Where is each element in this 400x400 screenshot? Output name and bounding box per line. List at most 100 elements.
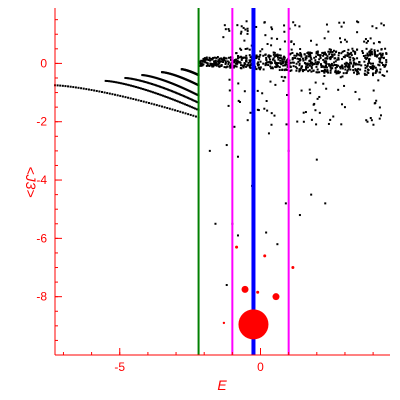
cloud-point: [336, 58, 339, 61]
branch-point: [111, 93, 114, 96]
cloud-point: [368, 61, 371, 64]
cloud-point: [283, 55, 286, 58]
cloud-point: [222, 61, 225, 64]
cloud-point: [233, 61, 236, 64]
cloud-point: [333, 57, 336, 60]
branch-point: [162, 94, 165, 97]
cloud-point: [232, 66, 235, 69]
cloud-point: [239, 32, 242, 35]
cloud-point: [314, 109, 317, 112]
cloud-point: [278, 69, 281, 72]
scatter-point: [267, 132, 270, 135]
cloud-point: [200, 62, 203, 65]
cloud-point: [350, 51, 353, 54]
cloud-point: [314, 55, 317, 58]
cloud-point: [242, 66, 245, 69]
branch-point: [139, 79, 142, 82]
cloud-point: [368, 53, 371, 56]
branch-point: [69, 85, 72, 88]
cloud-point: [326, 69, 329, 72]
cloud-point: [337, 64, 340, 67]
cloud-point: [220, 64, 223, 67]
branch-point: [135, 86, 138, 89]
cloud-point: [250, 62, 253, 65]
cloud-point: [256, 62, 259, 65]
branch-point: [85, 88, 88, 91]
branch-point: [123, 82, 126, 85]
branch-point: [162, 87, 165, 90]
cloud-point: [325, 60, 328, 63]
cloud-point: [273, 114, 276, 117]
branch-point: [185, 88, 188, 91]
branch-point: [182, 87, 185, 90]
cloud-point: [228, 56, 231, 59]
scatter-point: [225, 284, 228, 287]
red-point: [238, 309, 269, 340]
cloud-point: [201, 64, 204, 67]
cloud-point: [262, 54, 265, 57]
cloud-point: [381, 74, 384, 77]
cloud-point: [372, 72, 375, 75]
cloud-point: [242, 56, 245, 59]
cloud-point: [366, 71, 369, 74]
cloud-point: [373, 102, 376, 105]
cloud-point: [341, 67, 344, 70]
cloud-point: [276, 54, 279, 57]
branch-point: [108, 92, 111, 95]
branch-point: [193, 92, 196, 95]
cloud-point: [323, 74, 326, 77]
cloud-point: [341, 65, 344, 68]
cloud-point: [238, 61, 241, 64]
cloud-point: [286, 68, 289, 71]
cloud-point: [270, 26, 273, 29]
cloud-point: [347, 48, 350, 51]
cloud-point: [375, 99, 378, 102]
cloud-point: [307, 55, 310, 58]
cloud-point: [275, 54, 278, 57]
cloud-point: [385, 61, 388, 64]
red-point: [222, 321, 226, 325]
red-point: [272, 293, 280, 301]
cloud-point: [352, 57, 355, 60]
cloud-point: [349, 58, 352, 61]
cloud-point: [299, 68, 302, 71]
cloud-point: [300, 55, 303, 58]
branch-point: [173, 91, 176, 94]
cloud-point: [306, 62, 309, 65]
cloud-point: [239, 47, 242, 50]
branch-point: [131, 85, 134, 88]
cloud-point: [370, 119, 373, 122]
branch-point: [191, 91, 194, 94]
branch-point: [151, 91, 154, 94]
branch-point: [158, 104, 161, 107]
cloud-point: [208, 64, 211, 67]
cloud-point: [249, 60, 252, 63]
branch-point: [146, 74, 149, 77]
y-tick-label: -4: [36, 173, 47, 187]
cloud-point: [300, 65, 303, 68]
cloud-point: [329, 50, 332, 53]
cloud-point: [354, 62, 357, 65]
cloud-point: [304, 111, 307, 114]
cloud-point: [378, 60, 381, 63]
cloud-point: [263, 107, 266, 110]
branch-point: [178, 101, 181, 104]
cloud-point: [354, 68, 357, 71]
cloud-point: [349, 68, 352, 71]
cloud-point: [348, 65, 351, 68]
cloud-point: [383, 74, 386, 77]
cloud-point: [227, 61, 230, 64]
cloud-point: [364, 38, 367, 41]
cloud-point: [244, 56, 247, 59]
cloud-point: [274, 61, 277, 64]
branch-point: [181, 94, 184, 97]
branch-point: [170, 97, 173, 100]
cloud-point: [237, 82, 240, 85]
branch-point: [126, 83, 129, 86]
red-point: [291, 266, 295, 270]
cloud-point: [226, 60, 229, 63]
branch-point: [128, 77, 131, 80]
scatter-point: [236, 234, 239, 237]
cloud-point: [335, 64, 338, 67]
red-point: [241, 285, 249, 293]
